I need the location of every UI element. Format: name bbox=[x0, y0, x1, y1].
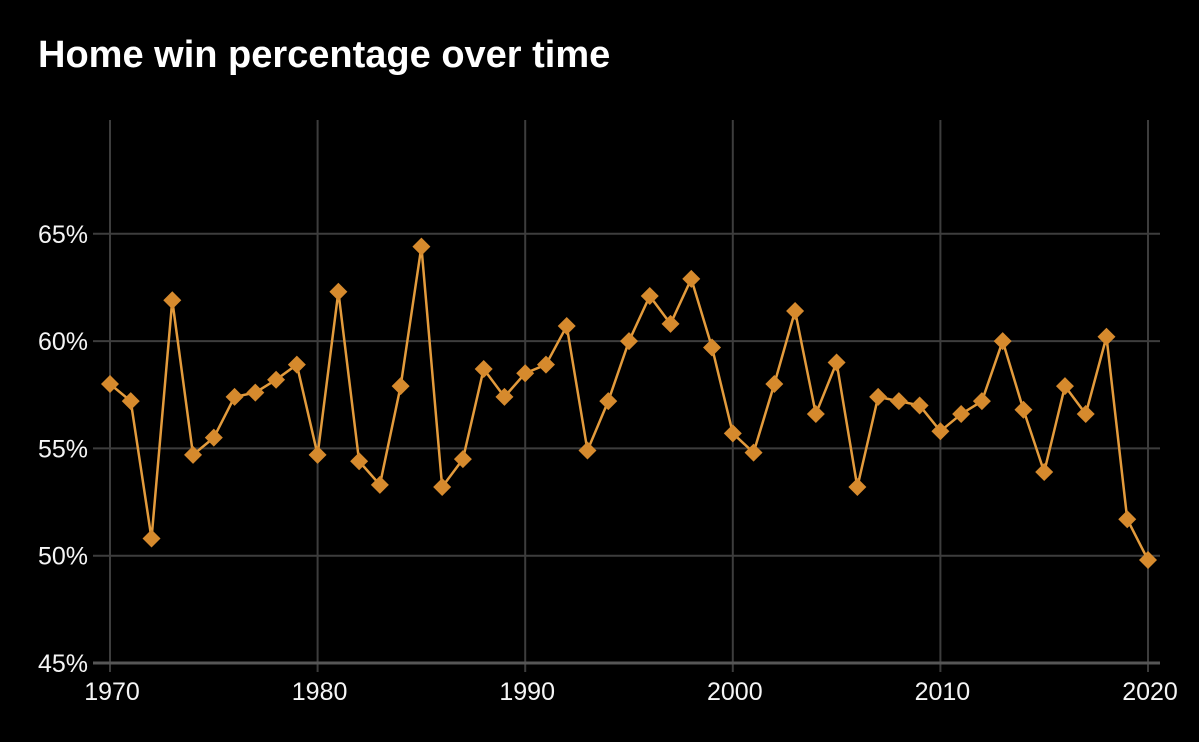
data-point bbox=[495, 387, 514, 406]
data-point bbox=[682, 269, 701, 288]
data-point bbox=[827, 353, 846, 372]
data-point bbox=[972, 392, 991, 411]
data-point bbox=[391, 377, 410, 396]
data-point bbox=[620, 332, 638, 351]
data-point bbox=[703, 338, 722, 357]
data-point bbox=[599, 392, 618, 411]
data-point bbox=[1055, 377, 1074, 396]
data-point bbox=[370, 475, 389, 494]
data-point bbox=[453, 450, 472, 469]
data-point bbox=[993, 332, 1012, 351]
data-point bbox=[267, 370, 286, 389]
data-point bbox=[765, 374, 784, 393]
data-point bbox=[101, 374, 119, 393]
data-point bbox=[744, 443, 763, 462]
y-axis-tick-label: 55% bbox=[38, 435, 88, 463]
data-point bbox=[557, 317, 576, 336]
x-axis-tick-label: 2010 bbox=[915, 678, 971, 706]
x-axis-tick-label: 1980 bbox=[292, 678, 348, 706]
data-point bbox=[142, 529, 161, 548]
data-point bbox=[1076, 405, 1095, 424]
data-point bbox=[163, 291, 182, 310]
data-point bbox=[184, 445, 203, 464]
data-point bbox=[204, 428, 223, 447]
data-point bbox=[661, 314, 680, 333]
x-axis-tick-label: 1970 bbox=[84, 678, 140, 706]
data-point bbox=[225, 387, 244, 406]
data-point bbox=[952, 405, 971, 424]
data-point bbox=[308, 445, 327, 464]
data-point bbox=[350, 452, 369, 471]
data-point bbox=[1097, 327, 1116, 346]
data-point bbox=[246, 383, 265, 402]
data-point bbox=[931, 422, 950, 441]
data-point bbox=[329, 282, 348, 301]
y-axis-tick-label: 45% bbox=[38, 650, 88, 678]
data-point bbox=[578, 441, 597, 460]
x-axis-tick-label: 2000 bbox=[707, 678, 763, 706]
chart-title: Home win percentage over time bbox=[38, 34, 611, 76]
y-axis-tick-label: 60% bbox=[38, 328, 88, 356]
data-point bbox=[412, 237, 431, 256]
data-point bbox=[1035, 462, 1054, 481]
data-point bbox=[869, 387, 888, 406]
data-point bbox=[474, 359, 493, 378]
series-line bbox=[109, 245, 1150, 561]
data-point bbox=[910, 396, 929, 415]
data-point bbox=[536, 355, 555, 374]
data-point bbox=[1014, 400, 1033, 419]
data-point bbox=[287, 355, 306, 374]
data-point bbox=[1118, 510, 1137, 529]
data-point bbox=[806, 405, 825, 424]
data-point bbox=[433, 478, 452, 497]
data-point bbox=[723, 424, 742, 443]
data-point bbox=[1139, 550, 1157, 569]
data-point bbox=[640, 286, 659, 305]
x-axis-tick-label: 2020 bbox=[1122, 678, 1178, 706]
y-axis-tick-label: 50% bbox=[38, 543, 88, 571]
data-point bbox=[848, 478, 867, 497]
y-axis-tick-label: 65% bbox=[38, 221, 88, 249]
data-point bbox=[786, 302, 805, 321]
data-point bbox=[516, 364, 535, 383]
data-point bbox=[889, 392, 908, 411]
data-point bbox=[121, 392, 140, 411]
x-axis-tick-label: 1990 bbox=[499, 678, 555, 706]
